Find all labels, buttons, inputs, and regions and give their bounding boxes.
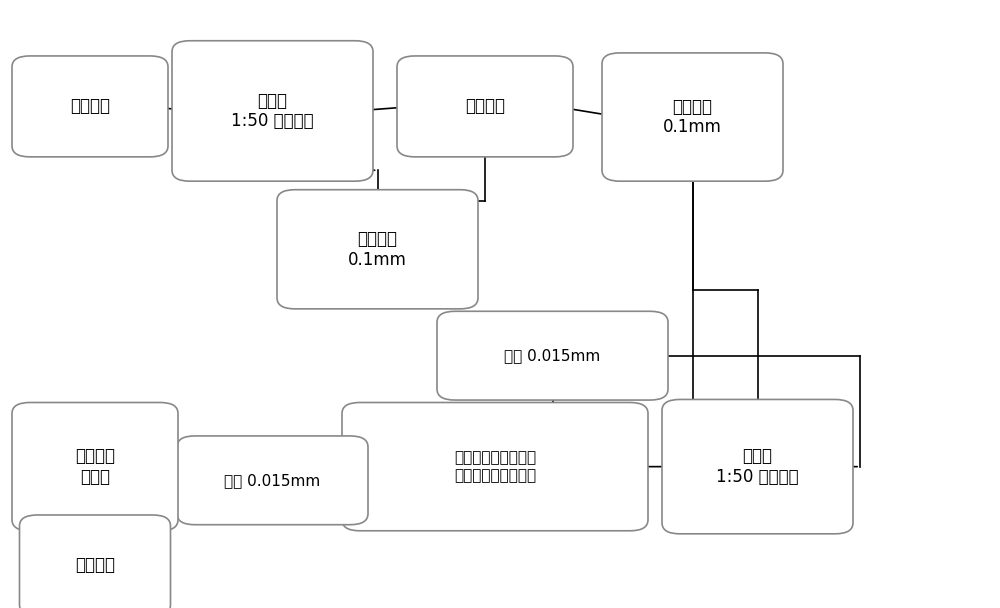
FancyBboxPatch shape [172,41,373,181]
FancyBboxPatch shape [342,402,648,531]
Text: 大于 0.015mm: 大于 0.015mm [504,348,601,363]
Text: 测量最大截面与最小
截面余量之差绝对值: 测量最大截面与最小 截面余量之差绝对值 [454,451,536,483]
FancyBboxPatch shape [437,311,668,400]
FancyBboxPatch shape [12,56,168,157]
Text: 小于 0.015mm: 小于 0.015mm [224,473,321,488]
Text: 测量余量: 测量余量 [465,97,505,116]
Text: 装夹零件: 装夹零件 [70,97,110,116]
FancyBboxPatch shape [662,399,853,534]
FancyBboxPatch shape [397,56,573,157]
Text: 精加工
1:50 锥度铰刀: 精加工 1:50 锥度铰刀 [716,447,799,486]
FancyBboxPatch shape [177,436,368,525]
FancyBboxPatch shape [20,515,170,608]
Text: 余量小于
0.1mm: 余量小于 0.1mm [663,98,722,136]
Text: 粗加工
1:50 锥度铣刀: 粗加工 1:50 锥度铣刀 [231,92,314,130]
Text: 余量大于
0.1mm: 余量大于 0.1mm [348,230,407,269]
Text: 继续加工
至合格: 继续加工 至合格 [75,447,115,486]
FancyBboxPatch shape [12,402,178,531]
FancyBboxPatch shape [602,53,783,181]
FancyBboxPatch shape [277,190,478,309]
Text: 加工结束: 加工结束 [75,556,115,575]
